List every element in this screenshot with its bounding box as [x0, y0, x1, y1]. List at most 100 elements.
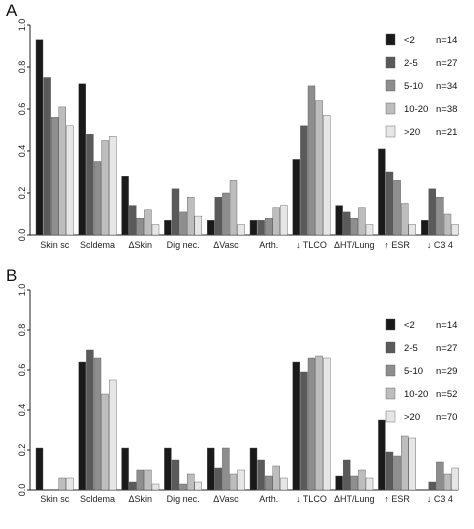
category-label: ΔSkin [129, 240, 153, 250]
bar-b-3-2 [179, 483, 187, 491]
bar-a-7-4 [365, 224, 374, 236]
bar-a-4-1 [214, 196, 223, 236]
bar-b-4-3 [229, 473, 238, 491]
y-tick-label: 0.2 [17, 444, 27, 457]
legend-series-n: n=27 [436, 343, 457, 354]
bar-a-8-4 [408, 224, 416, 236]
bar-b-2-0 [121, 447, 129, 491]
legend-series-n: n=70 [436, 412, 457, 423]
legend-swatch [385, 79, 396, 92]
legend-series-name: 10-20 [404, 104, 428, 115]
category-label: ΔVasc [213, 240, 239, 250]
legend-series-name: >20 [404, 412, 420, 423]
category-label: Dig nec. [167, 494, 200, 504]
bar-b-7-2 [350, 475, 358, 491]
category-label: Arth. [259, 240, 278, 250]
y-tick-label: 0.6 [17, 364, 27, 377]
legend-series-name: <2 [404, 320, 415, 331]
legend-series-n: n=29 [436, 366, 457, 377]
bar-a-5-3 [272, 207, 280, 236]
y-tick-label: 1.0 [17, 19, 27, 32]
bar-a-0-4 [66, 125, 74, 236]
bar-a-9-0 [421, 220, 429, 236]
panel-letter-b: B [6, 266, 17, 285]
category-label: ΔSkin [129, 494, 153, 504]
bar-a-0-3 [58, 106, 66, 236]
bar-b-6-3 [315, 355, 323, 491]
bar-b-2-2 [136, 469, 145, 491]
y-tick-label: 0.0 [17, 484, 27, 497]
bar-b-6-4 [323, 357, 331, 491]
bar-b-1-0 [78, 361, 87, 491]
bar-a-6-3 [315, 100, 323, 236]
bar-a-2-1 [128, 205, 137, 236]
legend-series-name: 2-5 [404, 58, 418, 69]
bar-b-0-0 [35, 447, 44, 491]
bar-b-4-2 [222, 447, 230, 491]
bar-a-1-3 [101, 140, 109, 236]
bar-b-3-3 [186, 473, 195, 491]
bar-b-1-1 [86, 349, 94, 491]
bar-a-9-2 [436, 196, 444, 236]
bar-a-3-3 [186, 196, 195, 236]
bar-a-3-4 [194, 215, 203, 236]
bar-b-3-0 [164, 447, 172, 491]
legend-series-name: <2 [404, 35, 415, 46]
legend-series-name: 2-5 [404, 343, 418, 354]
bar-a-7-2 [350, 217, 358, 236]
panel-letter-a: A [6, 1, 18, 20]
legend-series-name: 5-10 [404, 366, 423, 377]
legend-series-n: n=52 [436, 389, 457, 400]
bar-a-1-1 [86, 133, 94, 236]
bar-b-8-2 [393, 455, 401, 491]
bar-b-7-0 [335, 475, 343, 491]
legend-swatch [385, 341, 396, 354]
bar-b-1-3 [101, 393, 109, 491]
bar-a-0-2 [51, 117, 59, 236]
legend-swatch [385, 33, 396, 46]
legend-swatch [385, 364, 396, 377]
legend-series-name: 5-10 [404, 81, 423, 92]
category-label: Scldema [80, 240, 115, 250]
y-tick-label: 1.0 [17, 284, 27, 297]
bar-a-5-4 [280, 205, 288, 236]
bar-b-4-1 [214, 467, 223, 491]
legend-series-name: 10-20 [404, 389, 428, 400]
bar-a-9-4 [451, 224, 459, 236]
bar-b-6-0 [292, 361, 300, 491]
legend-series-n: n=14 [436, 35, 457, 46]
bar-b-3-1 [171, 459, 180, 491]
bar-a-7-1 [343, 211, 351, 236]
bar-a-7-3 [358, 207, 366, 236]
legend-series-n: n=14 [436, 320, 457, 331]
bar-a-6-4 [323, 115, 331, 236]
bar-a-2-4 [151, 224, 160, 236]
legend-swatch [385, 102, 396, 115]
bar-b-7-1 [343, 459, 351, 491]
legend-swatch [385, 318, 396, 331]
bar-b-3-4 [194, 481, 203, 491]
y-tick-label: 0.8 [17, 61, 27, 74]
bar-b-2-1 [128, 481, 137, 491]
bar-b-7-3 [358, 469, 366, 491]
bar-a-4-4 [237, 224, 245, 236]
bar-a-4-2 [222, 192, 230, 236]
bar-a-9-1 [428, 188, 436, 236]
bar-b-9-3 [443, 473, 452, 491]
bar-a-9-3 [443, 213, 452, 236]
bar-a-8-2 [393, 180, 401, 236]
bar-a-0-1 [43, 77, 51, 236]
bar-b-6-1 [300, 371, 308, 491]
category-label: ↑ ESR [384, 494, 410, 504]
category-label: ↓ TLCO [296, 240, 327, 250]
legend-swatch [385, 387, 396, 400]
bar-b-5-2 [265, 475, 273, 491]
legend-series-n: n=34 [436, 81, 457, 92]
bar-b-2-3 [144, 469, 152, 491]
category-label: ↓ C3 4 [427, 494, 453, 504]
y-tick-label: 0.2 [17, 187, 27, 200]
bar-b-7-4 [365, 477, 374, 491]
category-label: ΔVasc [213, 494, 239, 504]
y-tick-label: 0.0 [17, 229, 27, 242]
